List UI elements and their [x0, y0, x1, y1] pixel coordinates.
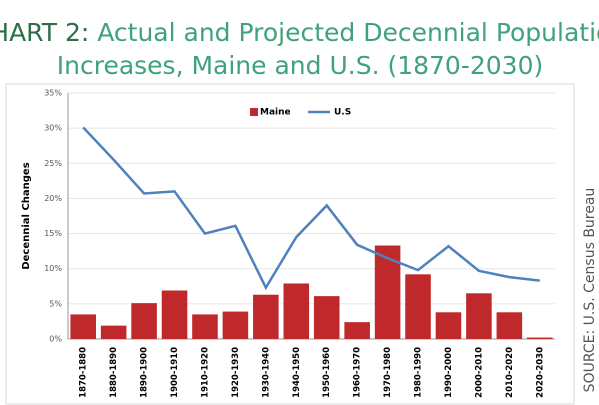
x-tick-label: 1870-1880 [79, 347, 89, 398]
bar [222, 311, 249, 339]
x-tick-label: 1910-1920 [200, 347, 210, 398]
bar [405, 274, 431, 339]
bar [435, 312, 462, 339]
y-tick-label: 0% [49, 335, 62, 344]
x-tick-label: 1880-1890 [109, 347, 119, 398]
x-tick-label: 1950-1960 [322, 347, 332, 398]
bar [131, 303, 157, 339]
x-tick-label: 2000-2010 [474, 347, 484, 398]
y-tick-label: 20% [44, 194, 62, 203]
line [82, 126, 540, 291]
x-tick-label: 1930-1940 [261, 347, 271, 398]
y-tick-label: 10% [44, 264, 62, 273]
y-tick-label: 30% [44, 124, 62, 133]
x-tick-label: 2010-2020 [505, 347, 515, 398]
legend-label: Maine [260, 108, 291, 118]
bar [161, 290, 188, 339]
bar [70, 314, 97, 339]
source: SOURCE: U.S. Census Bureau [582, 188, 598, 393]
bar [253, 294, 279, 339]
y-tick-label: 15% [44, 229, 62, 238]
chart-title-label: CHART 2: [0, 18, 89, 47]
y-tick-label: 25% [44, 159, 62, 168]
y-tick-label: 35% [44, 89, 62, 98]
x-tick-label: 1920-1930 [231, 347, 241, 398]
y-axis-label: Decennial Changes [21, 162, 32, 269]
bar [466, 293, 492, 339]
x-tick-label: 1900-1910 [170, 347, 180, 398]
chart-title: Actual and Projected Decennial Populatio… [97, 18, 599, 47]
chart-frame [5, 83, 575, 405]
x-tick-label: 2020-2030 [535, 347, 545, 398]
legend-swatch [250, 108, 258, 116]
y-tick-label: 5% [49, 299, 62, 308]
x-tick-label: 1980-1990 [414, 347, 424, 398]
x-tick-label: 1940-1950 [292, 347, 302, 398]
bar [496, 312, 523, 339]
bar [526, 337, 553, 339]
chart-title-2: Increases, Maine and U.S. (1870-2030) [57, 51, 544, 80]
x-tick-label: 1970-1980 [383, 347, 393, 398]
legend-label: U.S [334, 108, 351, 118]
bar [100, 325, 127, 339]
x-tick-label: 1890-1900 [140, 347, 150, 398]
x-tick-label: 1990-2000 [444, 347, 454, 398]
x-tick-label: 1960-1970 [353, 347, 363, 398]
bar [192, 314, 218, 339]
bar [344, 322, 370, 339]
bar [283, 283, 310, 339]
chart-title-line: CHART 2: Actual and Projected Decennial … [0, 18, 599, 47]
bar [313, 296, 340, 339]
bar [374, 245, 401, 339]
